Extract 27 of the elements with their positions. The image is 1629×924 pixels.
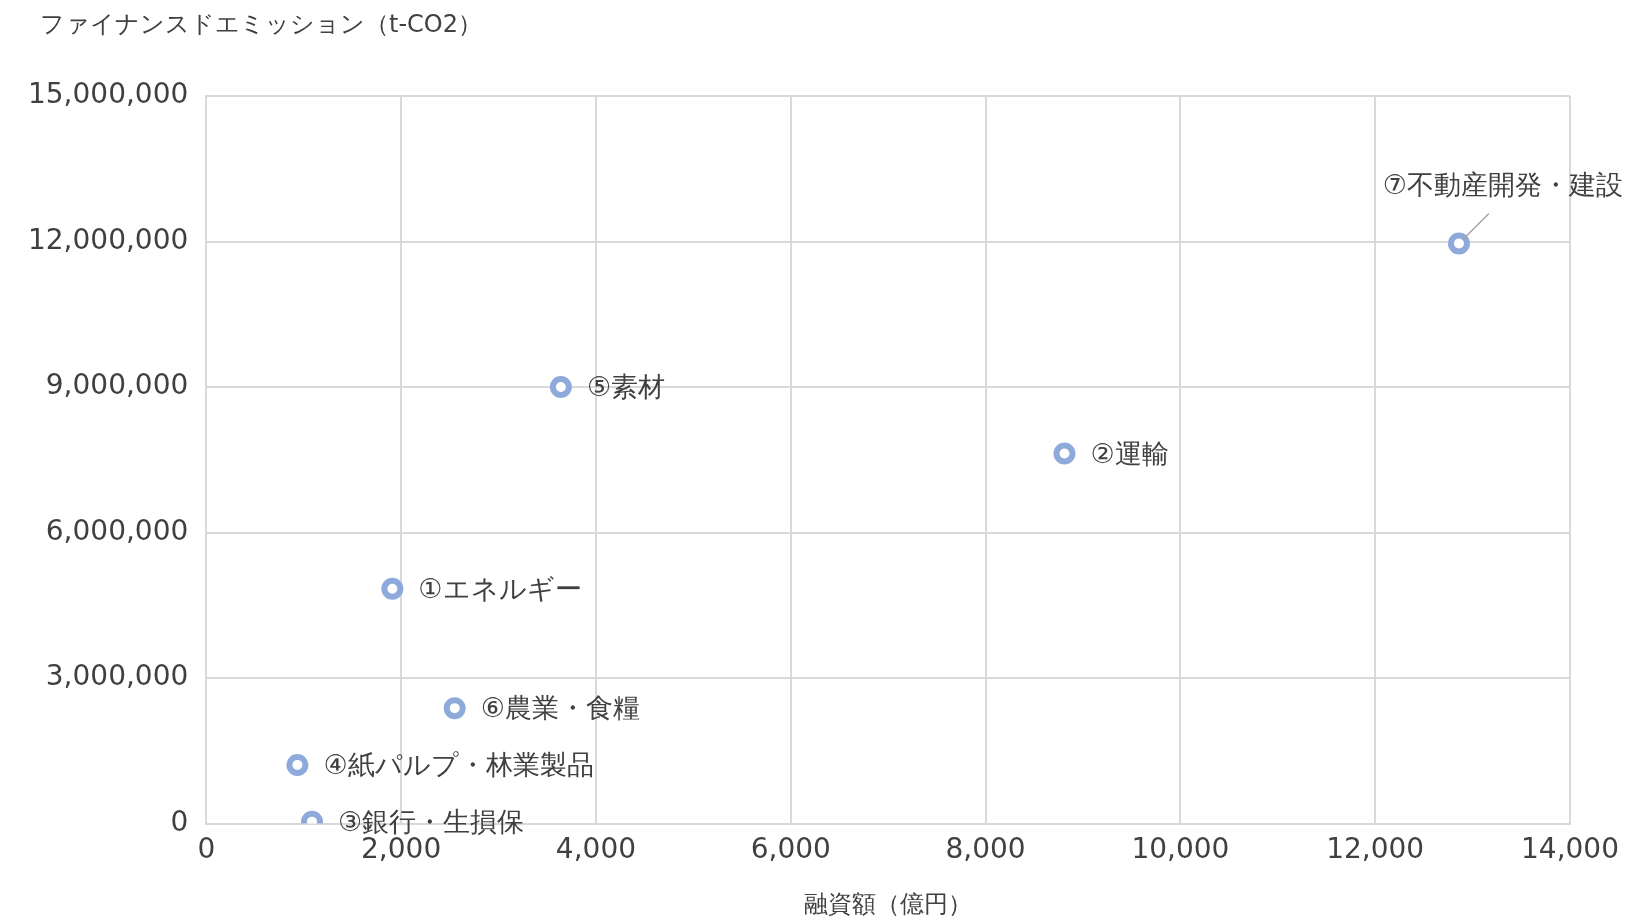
x-tick-label: 10,000 — [1131, 831, 1230, 865]
y-tick-label: 15,000,000 — [27, 77, 189, 111]
annotation: ⑤素材 — [586, 371, 666, 403]
y-tick-label: 9,000,000 — [45, 368, 189, 402]
point — [381, 577, 404, 600]
annotation: ⑥農業・食糧 — [480, 692, 640, 724]
point — [1447, 232, 1470, 255]
point — [549, 376, 572, 399]
annotation: ①エネルギー — [418, 572, 582, 604]
x-tick-label: 4,000 — [555, 831, 637, 865]
y-tick-label: 6,000,000 — [45, 513, 189, 547]
point — [1053, 442, 1076, 465]
y-tick-label: 12,000,000 — [27, 222, 189, 256]
x-tick-label: 8,000 — [945, 831, 1026, 865]
annotation: ④紙パルプ・林業製品 — [323, 748, 594, 780]
y-tick-label: 0 — [170, 804, 189, 838]
y-axis-title: ファイナンスドエミッション（t-CO2） — [40, 10, 482, 39]
point — [286, 753, 309, 776]
x-axis-title: 融資額（億円） — [804, 889, 973, 918]
x-tick-label: 6,000 — [750, 831, 831, 865]
x-tick-label: 12,000 — [1326, 831, 1425, 865]
point — [443, 697, 466, 720]
y-tick-label: 3,000,000 — [45, 659, 189, 693]
x-tick-label: 14,000 — [1521, 831, 1620, 865]
x-tick-label: 0 — [197, 831, 216, 865]
annotation: ②運輸 — [1090, 437, 1169, 469]
annotation: ⑦不動産開発・建設 — [1382, 169, 1624, 201]
